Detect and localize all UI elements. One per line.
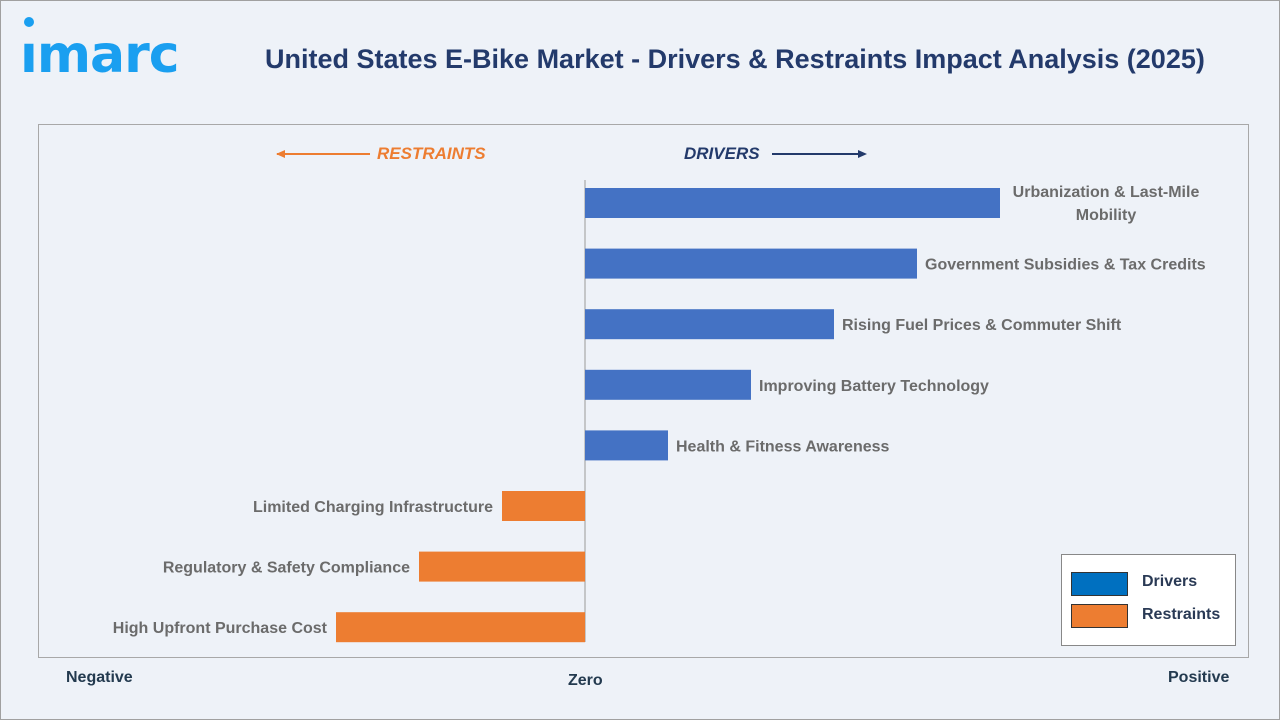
x-label-positive: Positive <box>1168 669 1230 686</box>
bar-label: Urbanization & Last-Mile Mobility <box>1013 184 1200 224</box>
bar-label: Improving Battery Technology <box>759 378 989 395</box>
legend: Drivers Restraints <box>1061 554 1236 646</box>
driver-bar <box>585 248 917 279</box>
bar-label: Health & Fitness Awareness <box>676 438 890 455</box>
left-arrow-head-icon <box>276 150 285 158</box>
restraint-bar <box>336 612 585 643</box>
bar-label: High Upfront Purchase Cost <box>113 620 328 637</box>
legend-label-restraints: Restraints <box>1142 606 1221 623</box>
drivers-direction-label: DRIVERS <box>684 144 760 163</box>
legend-swatch-drivers <box>1071 572 1128 596</box>
right-arrow-head-icon <box>858 150 867 158</box>
driver-bar <box>585 309 834 340</box>
legend-swatch-restraints <box>1071 604 1128 628</box>
bar-label: Government Subsidies & Tax Credits <box>925 257 1206 274</box>
restraints-direction-label: RESTRAINTS <box>377 144 486 163</box>
x-label-negative: Negative <box>66 669 133 686</box>
restraint-bar <box>419 551 585 582</box>
legend-label-drivers: Drivers <box>1142 573 1198 590</box>
driver-bar <box>585 430 668 461</box>
driver-bar <box>585 369 751 400</box>
bar-label: Limited Charging Infrastructure <box>253 499 493 516</box>
chart-title: United States E-Bike Market - Drivers & … <box>265 44 1205 74</box>
x-label-zero: Zero <box>568 672 603 689</box>
imarc-logo: ımarc <box>20 16 205 85</box>
restraint-bar <box>502 491 585 521</box>
bar-label: Rising Fuel Prices & Commuter Shift <box>842 317 1122 334</box>
svg-text:ımarc: ımarc <box>20 25 179 78</box>
driver-bar <box>585 188 1000 218</box>
bar-label: Regulatory & Safety Compliance <box>163 560 410 577</box>
